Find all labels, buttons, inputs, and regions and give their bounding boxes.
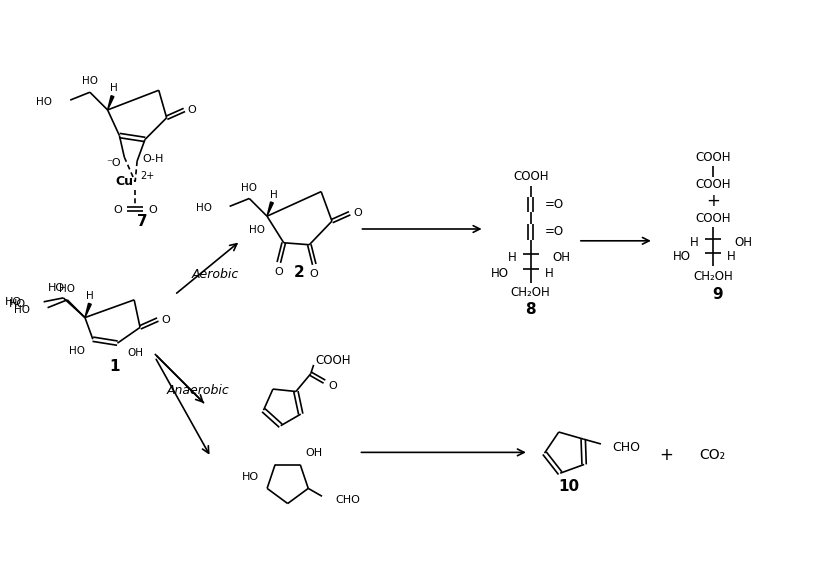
Text: 9: 9 bbox=[711, 288, 722, 303]
Text: COOH: COOH bbox=[512, 170, 548, 184]
Text: HO: HO bbox=[69, 346, 85, 356]
Text: H: H bbox=[690, 236, 698, 249]
Text: O: O bbox=[148, 205, 157, 216]
Text: O: O bbox=[309, 269, 319, 279]
Text: OH: OH bbox=[305, 448, 322, 458]
Text: 2: 2 bbox=[293, 265, 304, 280]
Text: CH₂OH: CH₂OH bbox=[692, 270, 732, 283]
Text: HO: HO bbox=[37, 97, 53, 107]
Text: CH₂OH: CH₂OH bbox=[510, 286, 550, 299]
Text: Anaerobic: Anaerobic bbox=[166, 384, 229, 397]
Text: 8: 8 bbox=[525, 302, 535, 317]
Text: HO: HO bbox=[82, 76, 98, 87]
Text: ⁻O: ⁻O bbox=[107, 158, 121, 168]
Text: O: O bbox=[328, 381, 336, 390]
Text: HO: HO bbox=[5, 297, 22, 307]
Text: O: O bbox=[161, 314, 170, 325]
Text: O: O bbox=[353, 208, 361, 218]
Text: HO: HO bbox=[241, 182, 257, 193]
Text: H: H bbox=[726, 250, 735, 263]
Text: CHO: CHO bbox=[612, 442, 640, 454]
Text: H: H bbox=[544, 267, 553, 280]
Text: HO: HO bbox=[242, 472, 259, 482]
Polygon shape bbox=[267, 202, 273, 216]
Text: 7: 7 bbox=[136, 214, 147, 229]
Text: OH: OH bbox=[733, 236, 752, 249]
Text: COOH: COOH bbox=[315, 353, 350, 367]
Text: +: + bbox=[659, 446, 673, 464]
Text: 1: 1 bbox=[110, 359, 120, 374]
Text: O: O bbox=[187, 105, 196, 115]
Text: HO: HO bbox=[48, 283, 65, 293]
Text: H: H bbox=[507, 251, 517, 264]
Text: H: H bbox=[270, 189, 278, 199]
Text: HO: HO bbox=[249, 225, 265, 235]
Text: O: O bbox=[113, 205, 122, 216]
Text: HO: HO bbox=[672, 250, 691, 263]
Text: OH: OH bbox=[127, 348, 143, 358]
Text: OH: OH bbox=[552, 251, 569, 264]
Text: O-H: O-H bbox=[142, 154, 163, 164]
Text: HO: HO bbox=[59, 284, 75, 294]
Text: Cu: Cu bbox=[115, 175, 133, 188]
Text: COOH: COOH bbox=[694, 178, 730, 191]
Text: =O: =O bbox=[544, 198, 563, 211]
Text: HO: HO bbox=[196, 203, 212, 213]
Text: H: H bbox=[86, 291, 94, 301]
Text: CO₂: CO₂ bbox=[699, 449, 725, 462]
Text: O: O bbox=[274, 267, 283, 277]
Polygon shape bbox=[108, 96, 114, 110]
Text: 10: 10 bbox=[558, 479, 579, 494]
Text: 2+: 2+ bbox=[140, 171, 154, 181]
Text: HO: HO bbox=[491, 267, 508, 280]
Text: =O: =O bbox=[544, 225, 563, 238]
Text: HO: HO bbox=[14, 304, 30, 315]
Text: H: H bbox=[110, 83, 117, 94]
Text: HO: HO bbox=[9, 299, 26, 309]
Text: COOH: COOH bbox=[694, 211, 730, 225]
Text: COOH: COOH bbox=[694, 150, 730, 164]
Text: Aerobic: Aerobic bbox=[191, 268, 238, 281]
Text: +: + bbox=[705, 192, 719, 210]
Polygon shape bbox=[85, 303, 91, 318]
Text: CHO: CHO bbox=[335, 495, 360, 505]
